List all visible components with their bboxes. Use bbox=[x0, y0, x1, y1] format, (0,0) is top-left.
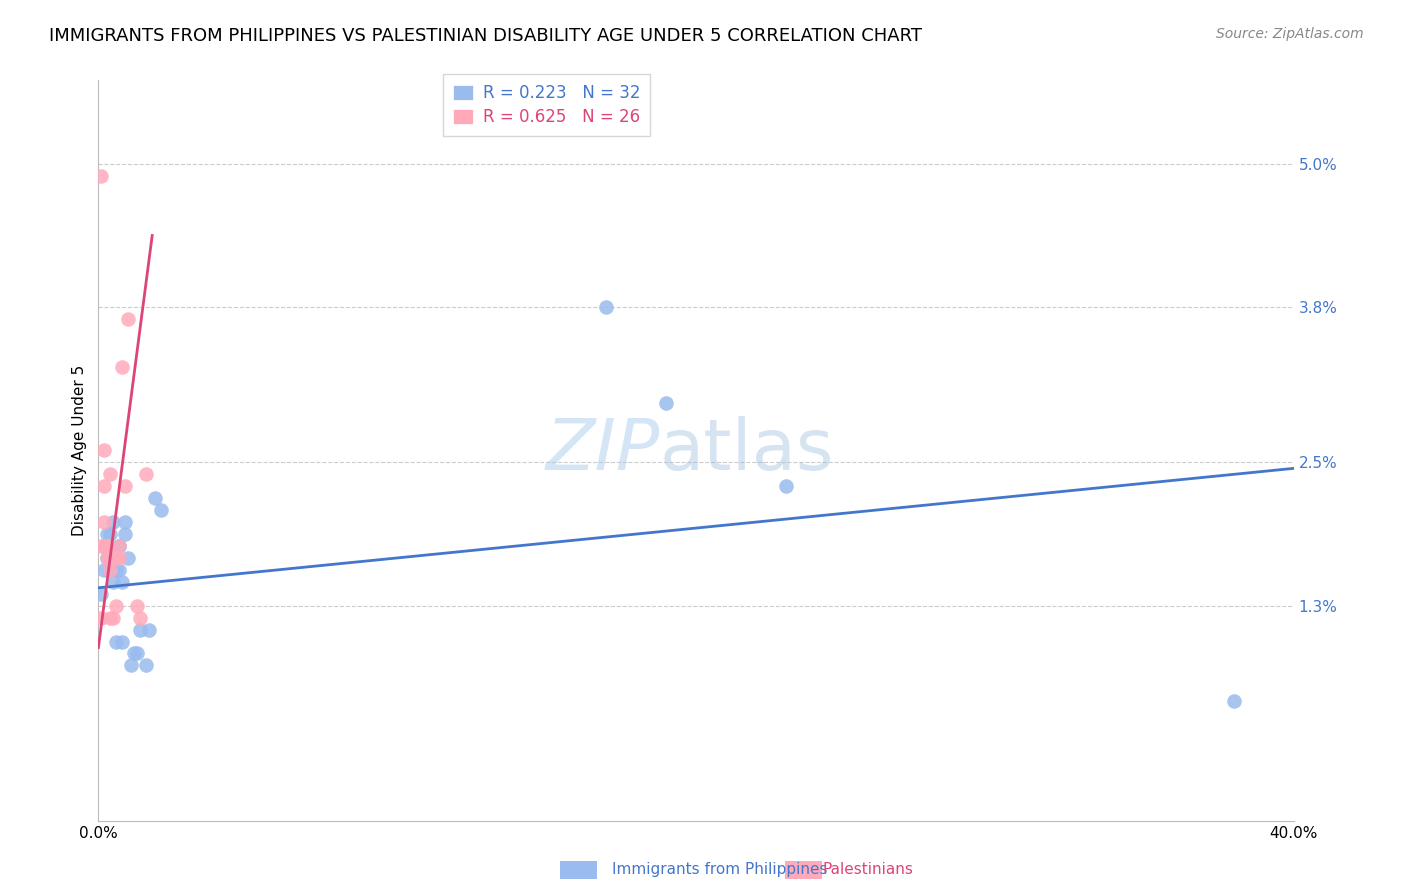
Point bbox=[138, 623, 160, 637]
Point bbox=[108, 539, 131, 553]
Point bbox=[96, 550, 118, 565]
Point bbox=[93, 539, 115, 553]
Point bbox=[93, 539, 115, 553]
Y-axis label: Disability Age Under 5: Disability Age Under 5 bbox=[72, 365, 87, 536]
Point bbox=[124, 647, 146, 661]
Point bbox=[96, 527, 118, 541]
Point bbox=[90, 610, 112, 624]
Point bbox=[114, 515, 136, 529]
Point bbox=[108, 539, 131, 553]
Point bbox=[129, 623, 152, 637]
Point bbox=[108, 539, 131, 553]
Point bbox=[111, 359, 134, 374]
Text: atlas: atlas bbox=[661, 416, 835, 485]
Point bbox=[90, 539, 112, 553]
Point bbox=[98, 563, 122, 577]
Point bbox=[150, 503, 173, 517]
Text: IMMIGRANTS FROM PHILIPPINES VS PALESTINIAN DISABILITY AGE UNDER 5 CORRELATION CH: IMMIGRANTS FROM PHILIPPINES VS PALESTINI… bbox=[49, 27, 922, 45]
Point bbox=[114, 527, 136, 541]
Point bbox=[135, 467, 157, 482]
Point bbox=[143, 491, 166, 506]
Point bbox=[103, 574, 125, 589]
Bar bbox=[560, 862, 598, 880]
Point bbox=[90, 587, 112, 601]
Point bbox=[129, 610, 152, 624]
Text: Palestinians: Palestinians bbox=[823, 863, 914, 877]
Point bbox=[98, 527, 122, 541]
Point bbox=[1223, 694, 1246, 708]
Point bbox=[96, 539, 118, 553]
Point bbox=[111, 574, 134, 589]
Point bbox=[103, 515, 125, 529]
Point bbox=[655, 395, 678, 409]
Point bbox=[103, 550, 125, 565]
Text: ZIP: ZIP bbox=[546, 416, 661, 485]
Point bbox=[93, 563, 115, 577]
Point bbox=[103, 610, 125, 624]
Point bbox=[595, 300, 617, 314]
Point bbox=[108, 563, 131, 577]
Point bbox=[98, 610, 122, 624]
Point bbox=[105, 563, 128, 577]
Point bbox=[775, 479, 797, 493]
Point bbox=[105, 550, 128, 565]
Text: Source: ZipAtlas.com: Source: ZipAtlas.com bbox=[1216, 27, 1364, 41]
Point bbox=[93, 479, 115, 493]
Point bbox=[90, 169, 112, 183]
Point bbox=[98, 563, 122, 577]
Point bbox=[93, 515, 115, 529]
Legend: R = 0.223   N = 32, R = 0.625   N = 26: R = 0.223 N = 32, R = 0.625 N = 26 bbox=[443, 74, 651, 136]
Point bbox=[114, 479, 136, 493]
Point bbox=[93, 443, 115, 458]
Point bbox=[135, 658, 157, 673]
Text: Immigrants from Philippines: Immigrants from Philippines bbox=[612, 863, 827, 877]
Point bbox=[117, 312, 139, 326]
Point bbox=[127, 599, 149, 613]
Point bbox=[96, 550, 118, 565]
Point bbox=[111, 634, 134, 648]
Point bbox=[96, 539, 118, 553]
Point bbox=[103, 550, 125, 565]
Point bbox=[120, 658, 142, 673]
Point bbox=[108, 550, 131, 565]
Bar bbox=[785, 862, 823, 880]
Point bbox=[127, 647, 149, 661]
Point bbox=[117, 550, 139, 565]
Point bbox=[98, 550, 122, 565]
Point bbox=[105, 634, 128, 648]
Point bbox=[98, 467, 122, 482]
Point bbox=[105, 599, 128, 613]
